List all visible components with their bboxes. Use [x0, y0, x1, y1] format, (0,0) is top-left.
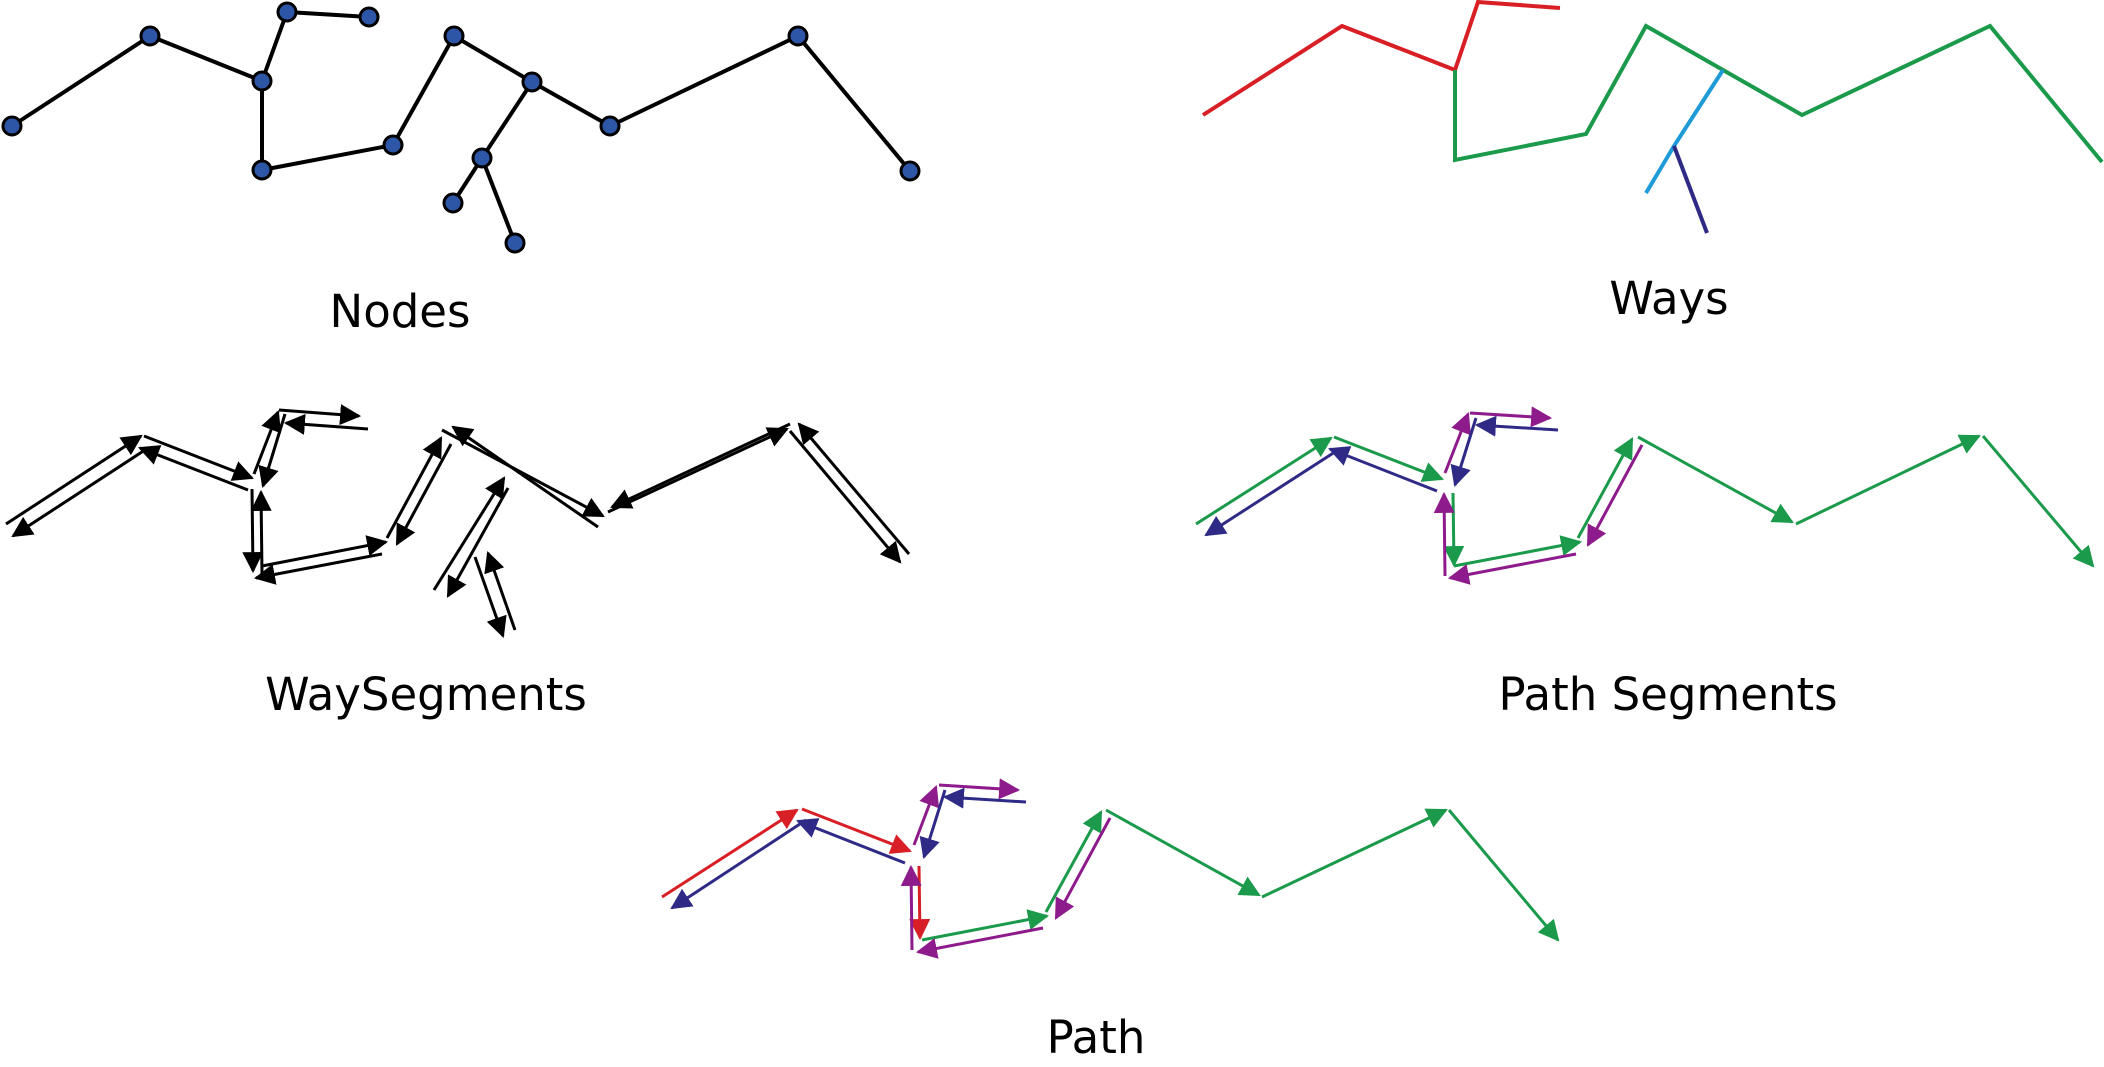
- path-arrow-purple: [915, 926, 1044, 959]
- pathseg-arrow-navy: [1450, 417, 1478, 488]
- node-point: [1, 115, 23, 137]
- wayseg-arrow: [261, 535, 389, 568]
- way-green: [1453, 23, 2104, 164]
- wayseg-arrow: [446, 487, 510, 598]
- path-arrow-green: [1447, 809, 1560, 942]
- wayseg-arrow: [432, 476, 506, 591]
- pathseg-arrow-purple: [1586, 444, 1644, 547]
- node-point: [899, 160, 921, 182]
- pathseg-arrow-navy: [1328, 446, 1438, 493]
- pathseg-arrow-green: [1443, 492, 1465, 568]
- node-edge-branch-3: [480, 157, 517, 244]
- way-red: [1201, 0, 1561, 117]
- wayseg-arrow: [395, 443, 453, 546]
- node-point: [471, 147, 493, 169]
- path-arrow-red: [909, 865, 931, 941]
- path-arrow-green: [1261, 808, 1448, 899]
- wayseg-arrow: [788, 430, 902, 564]
- node-point: [139, 25, 161, 47]
- path-arrow-purple: [1054, 817, 1112, 920]
- wayseg-arrow: [278, 404, 362, 426]
- path-arrow-navy: [670, 818, 807, 910]
- waysegments-panel: WaySegments: [5, 404, 911, 721]
- path-arrow-navy: [919, 789, 947, 860]
- wayseg-arrow: [5, 434, 143, 526]
- pathseg-arrow-green: [1795, 434, 1981, 526]
- node-edge-chain-1: [10, 9, 370, 128]
- wayseg-arrow: [385, 436, 443, 539]
- wayseg-arrow: [473, 556, 507, 638]
- ways-label: Ways: [1609, 272, 1728, 325]
- pathseg-arrow-purple: [1443, 412, 1471, 474]
- pathsegments-label: Path Segments: [1498, 668, 1837, 721]
- wayseg-arrow: [484, 551, 517, 631]
- node-point: [442, 192, 464, 214]
- pathsegments-panel: Path Segments: [1195, 406, 2095, 721]
- path-arrow-red: [661, 808, 799, 899]
- node-point: [787, 25, 809, 47]
- pathseg-arrow-purple: [1447, 552, 1577, 585]
- nodes-graph-points: [1, 1, 921, 254]
- wayseg-arrow: [11, 446, 149, 538]
- path-arrow-purple: [938, 778, 1021, 800]
- pathseg-arrow-purple: [1433, 491, 1455, 577]
- way-navy: [1672, 145, 1709, 234]
- node-point: [443, 25, 465, 47]
- wayseg-arrow: [797, 422, 911, 555]
- node-point: [504, 232, 526, 254]
- node-point: [358, 6, 380, 28]
- node-point: [382, 134, 404, 156]
- pathseg-arrow-purple: [1469, 406, 1553, 428]
- path-arrow-navy: [796, 818, 906, 865]
- node-point: [276, 1, 298, 23]
- pathseg-arrow-green: [1576, 437, 1634, 539]
- pathseg-arrow-navy: [1204, 448, 1339, 537]
- path-arrow-purple: [900, 864, 922, 951]
- path-arrow-navy: [942, 787, 1027, 809]
- node-point: [251, 159, 273, 181]
- path-arrow-green: [1105, 808, 1261, 897]
- nodes-label: Nodes: [330, 285, 471, 338]
- wayseg-arrow: [607, 427, 789, 514]
- wayseg-arrow: [250, 489, 272, 575]
- path-arrow-green: [1044, 810, 1103, 913]
- path-label: Path: [1047, 1011, 1146, 1064]
- pathseg-arrow-green: [1981, 435, 2095, 568]
- pathseg-arrow-green: [1195, 436, 1333, 526]
- wayseg-arrow: [283, 413, 369, 435]
- path-arrow-red: [801, 807, 912, 854]
- pathseg-arrow-green: [1453, 535, 1583, 568]
- wayseg-arrow: [138, 445, 249, 492]
- pathseg-arrow-green: [1637, 435, 1794, 524]
- wayseg-arrow: [451, 425, 599, 529]
- wayseg-arrow: [242, 488, 264, 574]
- nodes-panel: Nodes: [1, 1, 921, 338]
- node-point: [521, 71, 543, 93]
- wayseg-arrow: [441, 428, 605, 518]
- path-panel: Path: [661, 778, 1560, 1064]
- wayseg-arrow: [143, 434, 254, 481]
- node-edge-chain-2: [261, 33, 912, 173]
- ways-panel: Ways: [1201, 0, 2104, 325]
- pathseg-arrow-green: [1333, 435, 1444, 482]
- pathseg-arrow-navy: [1474, 415, 1559, 437]
- waysegments-label: WaySegments: [265, 668, 587, 721]
- wayseg-arrow: [252, 410, 281, 475]
- path-arrow-purple: [912, 785, 940, 846]
- node-point: [251, 70, 273, 92]
- wayseg-arrow: [610, 422, 791, 509]
- wayseg-arrow: [258, 413, 287, 489]
- path-arrow-green: [921, 909, 1050, 942]
- wayseg-arrow: [253, 552, 383, 585]
- node-point: [599, 115, 621, 137]
